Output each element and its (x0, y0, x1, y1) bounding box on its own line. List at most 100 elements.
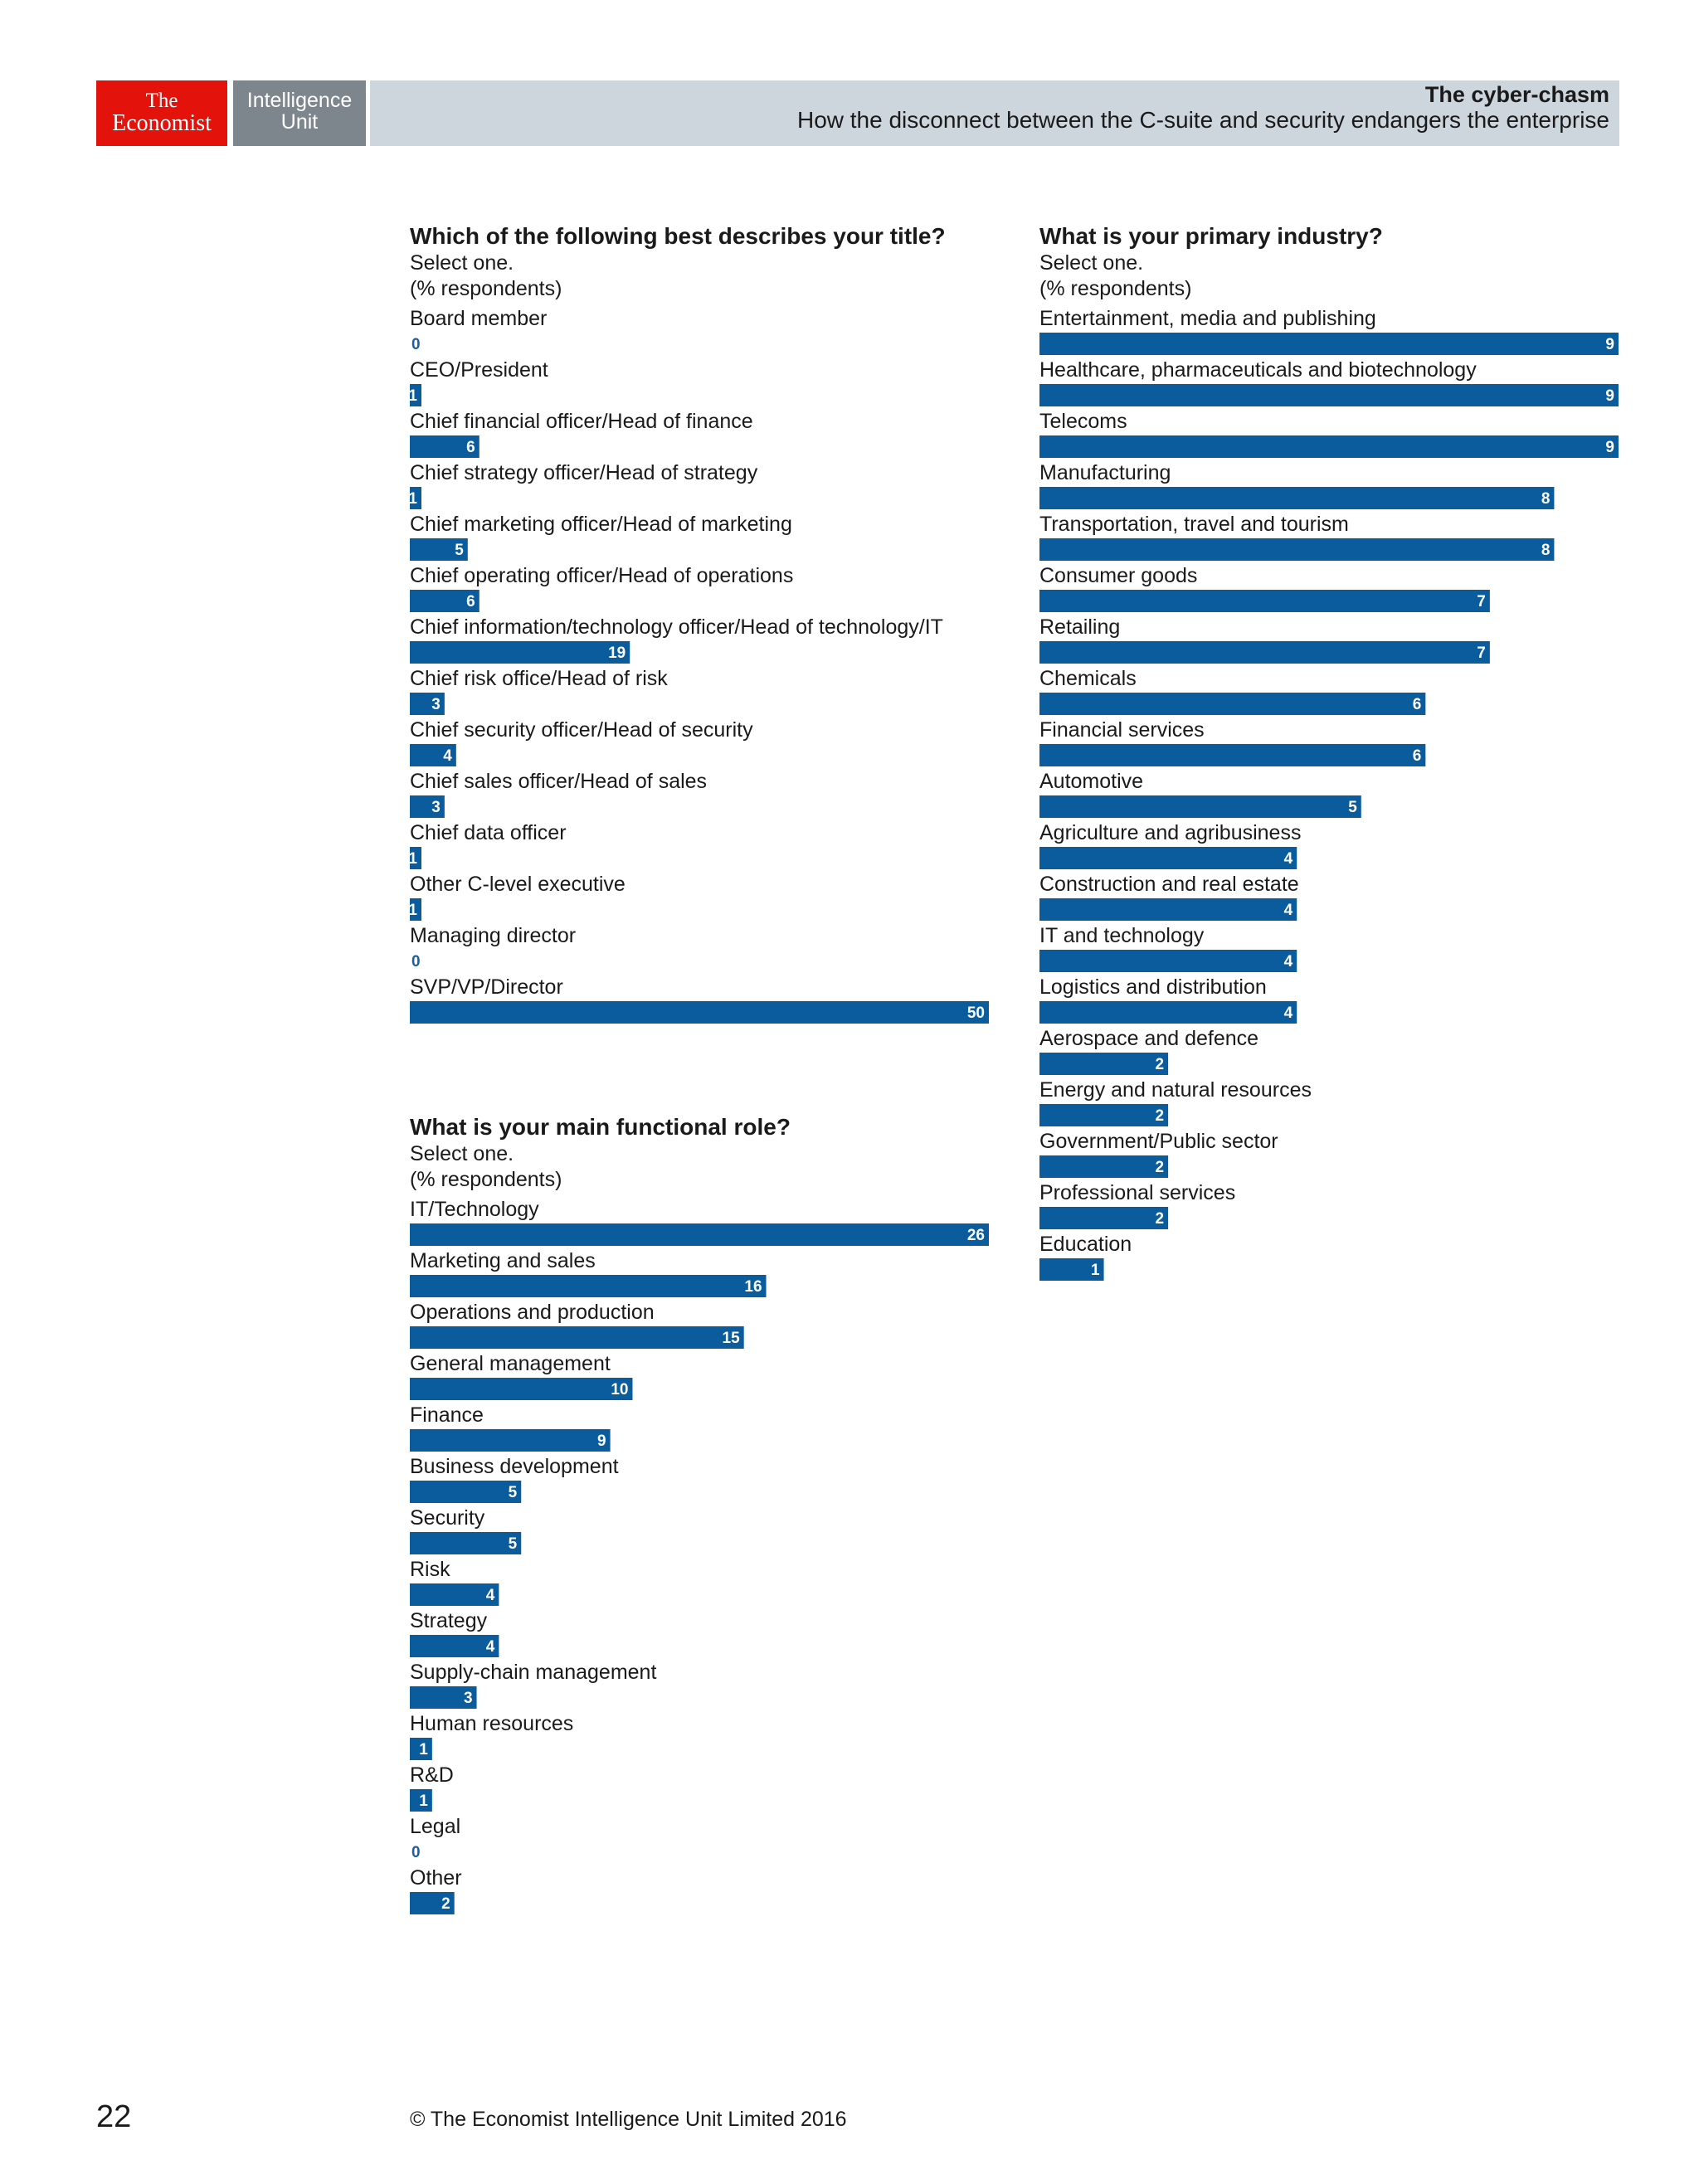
bar (410, 1686, 477, 1709)
bar-value-label: 19 (608, 644, 626, 662)
bar-category-label: Telecoms (1039, 410, 1127, 433)
bar-value-label: 10 (611, 1381, 628, 1398)
bar-value-label: 15 (723, 1330, 741, 1347)
bar-category-label: Professional services (1039, 1181, 1235, 1204)
bar (410, 538, 468, 561)
bar (410, 384, 421, 406)
logo-line-unit: Unit (280, 110, 319, 134)
bar-category-label: CEO/President (410, 358, 548, 382)
page-number: 22 (96, 2099, 132, 2134)
bar-value-label: 3 (431, 696, 441, 713)
bar-value-label: 6 (466, 439, 475, 456)
economist-logo: The Economist (96, 80, 227, 146)
bar-value-label: 4 (1284, 1004, 1293, 1022)
bar-value-label: 4 (443, 747, 452, 765)
bar-category-label: Chief marketing officer/Head of marketin… (410, 513, 792, 536)
bar-category-label: General management (410, 1352, 611, 1375)
bar (410, 744, 456, 766)
bar-category-label: Logistics and distribution (1039, 975, 1267, 999)
bar-category-label: Education (1039, 1233, 1132, 1256)
bar (1039, 898, 1297, 921)
chart-unit-note: (% respondents) (410, 277, 562, 300)
bar-value-label: 5 (1348, 799, 1357, 816)
bar (410, 1429, 611, 1452)
bar-category-label: Government/Public sector (1039, 1130, 1278, 1153)
bar-value-label: 9 (597, 1432, 606, 1450)
bar-value-label: 2 (1156, 1210, 1165, 1228)
bar-category-label: Automotive (1039, 770, 1143, 793)
bar-value-label: 4 (1284, 850, 1293, 868)
bar-category-label: R&D (410, 1763, 454, 1787)
bar-value-label: 0 (411, 336, 421, 353)
bar-value-label: 8 (1541, 490, 1551, 508)
bar-value-label: 16 (744, 1278, 762, 1296)
bar (410, 1738, 432, 1760)
bar-category-label: IT and technology (1039, 924, 1205, 947)
bar-value-label: 6 (1413, 747, 1422, 765)
bar-category-label: Finance (410, 1403, 484, 1427)
bar (410, 1583, 499, 1606)
bar-value-label: 0 (411, 1844, 421, 1861)
bar-category-label: Business development (410, 1455, 619, 1478)
header-band: The cyber-chasm How the disconnect betwe… (370, 80, 1619, 146)
bar (1039, 950, 1297, 972)
bar-value-label: 1 (419, 1792, 428, 1810)
bar (1039, 435, 1619, 458)
bar-category-label: Construction and real estate (1039, 873, 1299, 896)
bar (1039, 847, 1297, 869)
bar (410, 693, 445, 715)
bar (410, 898, 421, 921)
bar-chart-svg: Board member 0 CEO/President 1 Chief financi… (408, 307, 989, 1024)
report-title: The cyber-chasm (1424, 82, 1609, 107)
bar-category-label: Chief operating officer/Head of operatio… (410, 564, 793, 587)
bar-value-label: 4 (1284, 902, 1293, 919)
bar-value-label: 2 (1156, 1159, 1165, 1176)
bar-chart-svg: IT/Technology 26 Marketing and sales 16 Oper… (410, 1198, 989, 1914)
bar-value-label: 5 (509, 1535, 518, 1553)
bar-category-label: Consumer goods (1039, 564, 1197, 587)
bar-category-label: IT/Technology (410, 1198, 539, 1221)
bar-value-label: 6 (1413, 696, 1422, 713)
bar-value-label: 2 (441, 1895, 450, 1913)
bar-value-label: 26 (967, 1227, 985, 1244)
bar-category-label: Transportation, travel and tourism (1039, 513, 1349, 536)
bar-value-label: 6 (466, 593, 475, 610)
bar-value-label: 1 (1091, 1262, 1100, 1279)
bar-category-label: Chief strategy officer/Head of strategy (410, 461, 758, 484)
bar-category-label: Chemicals (1039, 667, 1137, 690)
chart-subtitle: Select one. (410, 251, 514, 275)
bar-value-label: 9 (1605, 387, 1614, 405)
bar (1039, 590, 1490, 612)
bar (410, 1378, 633, 1400)
bar-category-label: Strategy (410, 1609, 488, 1632)
bar-category-label: Supply-chain management (410, 1661, 656, 1684)
chart-unit-note: (% respondents) (1039, 277, 1192, 300)
bar (410, 795, 445, 818)
bar-category-label: Agriculture and agribusiness (1039, 821, 1301, 844)
bar-category-label: Retailing (1039, 615, 1120, 639)
bar-value-label: 4 (486, 1638, 495, 1656)
bar-category-label: Aerospace and defence (1039, 1027, 1258, 1050)
bar-value-label: 50 (967, 1004, 985, 1022)
bar-category-label: Security (410, 1506, 485, 1530)
bar-value-label: 3 (431, 799, 441, 816)
bar-value-label: 4 (486, 1587, 495, 1604)
bar (410, 847, 421, 869)
bar (1039, 693, 1426, 715)
report-subtitle: How the disconnect between the C-suite a… (796, 107, 1609, 133)
bar-value-label: 2 (1156, 1107, 1165, 1125)
bar (410, 1635, 499, 1657)
chart-title: Which of the following best describes yo… (410, 223, 946, 249)
bar-category-label: Chief financial officer/Head of finance (410, 410, 753, 433)
bar-value-label: 8 (1541, 542, 1551, 559)
bar (410, 1223, 989, 1246)
bar-category-label: Board member (410, 307, 547, 330)
bar-value-label: 1 (419, 1741, 428, 1758)
bar (1039, 384, 1619, 406)
bar-value-label: 1 (408, 902, 417, 919)
chart-title: What is your main functional role? (410, 1114, 791, 1140)
intelligence-unit-logo: Intelligence Unit (233, 80, 366, 146)
bar (410, 487, 421, 509)
chart-title: What is your primary industry? (1039, 223, 1383, 249)
bar-value-label: 7 (1477, 644, 1486, 662)
